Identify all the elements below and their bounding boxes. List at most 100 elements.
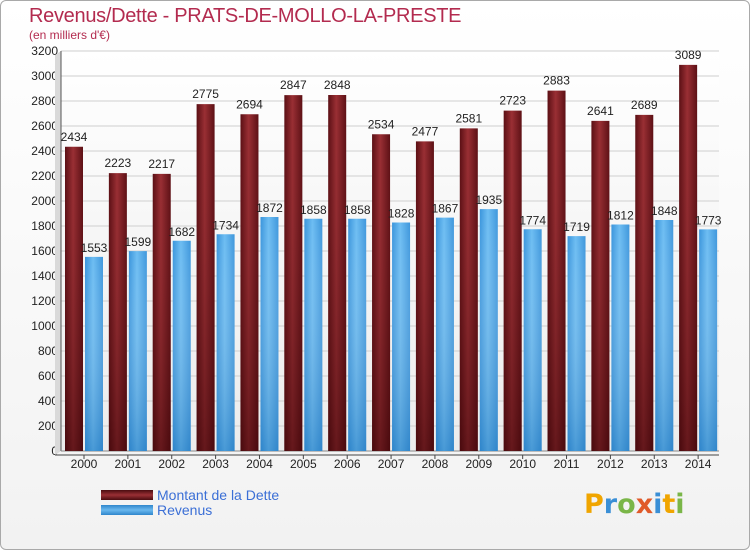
bar-dette-shade [547,90,566,451]
x-tick-label: 2007 [378,457,405,471]
y-tick-label: 800 [38,344,58,358]
data-label-revenus: 1828 [388,207,415,221]
y-tick-label: 2800 [31,94,58,108]
proxiti-logo: Proxiti [584,489,685,520]
y-tick-label: 200 [38,419,58,433]
legend-label-dette: Montant de la Dette [157,486,280,503]
y-tick-label: 2400 [31,144,58,158]
legend: Montant de la Dette Revenus [101,486,280,518]
data-label-dette: 2217 [148,157,175,171]
data-label-revenus: 1872 [256,201,283,215]
bar-revenus-shade [479,209,498,451]
x-tick-label: 2001 [115,457,142,471]
bar-dette-shade [328,95,347,451]
data-label-dette: 2223 [105,156,132,170]
legend-item-dette: Montant de la Dette [101,486,280,503]
bar-dette-shade [635,114,654,451]
bar-revenus-shade [435,217,454,451]
legend-label-revenus: Revenus [157,501,213,518]
x-tick-label: 2003 [202,457,229,471]
data-label-dette: 2694 [236,97,263,111]
bar-dette-shade [459,128,478,451]
logo-letter: t [662,489,676,520]
bar-revenus-shade [655,220,674,451]
y-tick-label: 2600 [31,119,58,133]
logo-letter: o [617,489,636,520]
y-tick-label: 3200 [31,44,58,58]
x-tick-label: 2002 [158,457,185,471]
y-tick-label: 1000 [31,319,58,333]
bar-dette-shade [152,173,171,451]
chart-title: Revenus/Dette - PRATS-DE-MOLLO-LA-PRESTE [29,5,462,27]
data-label-dette: 2847 [280,78,307,92]
y-tick-label: 400 [38,394,58,408]
bar-revenus-shade [611,224,630,451]
x-tick-label: 2010 [509,457,536,471]
data-label-dette: 2581 [455,111,482,125]
bar-revenus-shade [216,234,235,451]
legend-swatch-dette [101,489,153,500]
bar-dette-shade [65,146,83,451]
data-label-dette: 2434 [61,130,88,144]
bar-revenus-shade [348,218,367,451]
bar-revenus-shade [699,229,718,451]
data-label-dette: 2689 [631,98,658,112]
bar-revenus-shade [260,217,279,451]
x-tick-label: 2011 [554,457,580,471]
data-label-revenus: 1848 [651,204,678,218]
bar-revenus-shade [523,229,542,451]
data-label-revenus: 1719 [563,220,590,234]
bar-revenus-shade [304,218,323,451]
logo-letter: x [635,489,654,520]
y-tick-label: 1600 [31,244,58,258]
x-tick-label: 2013 [641,457,668,471]
bar-dette-shade [415,141,434,451]
x-tick-label: 2004 [246,457,273,471]
x-tick-label: 2014 [685,457,712,471]
data-label-dette: 2723 [499,94,526,108]
bar-revenus-shade [172,240,191,451]
data-label-revenus: 1599 [125,235,152,249]
bar-dette-shade [372,134,391,451]
bar-revenus-shade [128,251,147,451]
data-label-revenus: 1867 [432,202,459,216]
y-tick-label: 2200 [31,169,58,183]
data-label-dette: 2477 [412,124,439,138]
data-label-dette: 3089 [675,48,702,62]
y-tick-label: 1400 [31,269,58,283]
y-tick-label: 1800 [31,219,58,233]
bar-dette-shade [591,120,610,451]
data-label-revenus: 1682 [168,225,195,239]
bar-dette-shade [196,104,215,451]
logo-letter: r [603,489,618,520]
legend-item-revenus: Revenus [101,501,279,518]
x-tick-label: 2005 [290,457,317,471]
data-label-revenus: 1553 [81,241,108,255]
data-label-revenus: 1858 [300,203,327,217]
legend-swatch-revenus [101,504,153,515]
y-tick-label: 3000 [31,69,58,83]
y-tick-label: 2000 [31,194,58,208]
data-label-revenus: 1935 [475,193,502,207]
x-tick-label: 2008 [422,457,449,471]
bar-revenus-shade [567,236,586,451]
bar-dette-shade [679,64,698,451]
data-label-revenus: 1858 [344,203,371,217]
data-label-revenus: 1774 [519,213,546,227]
logo-letter: i [653,489,663,520]
data-label-dette: 2641 [587,104,614,118]
bar-dette-shade [503,110,522,451]
logo-letter: P [584,489,604,520]
data-label-revenus: 1734 [212,218,239,232]
x-tick-label: 2000 [71,457,98,471]
data-label-revenus: 1773 [695,213,722,227]
chart-subtitle: (en milliers d'€) [29,28,110,42]
data-label-dette: 2534 [368,117,395,131]
bar-dette-shade [284,95,303,451]
x-tick-label: 2006 [334,457,361,471]
data-label-dette: 2848 [324,78,351,92]
x-tick-label: 2009 [465,457,492,471]
bar-dette-shade [108,173,127,451]
